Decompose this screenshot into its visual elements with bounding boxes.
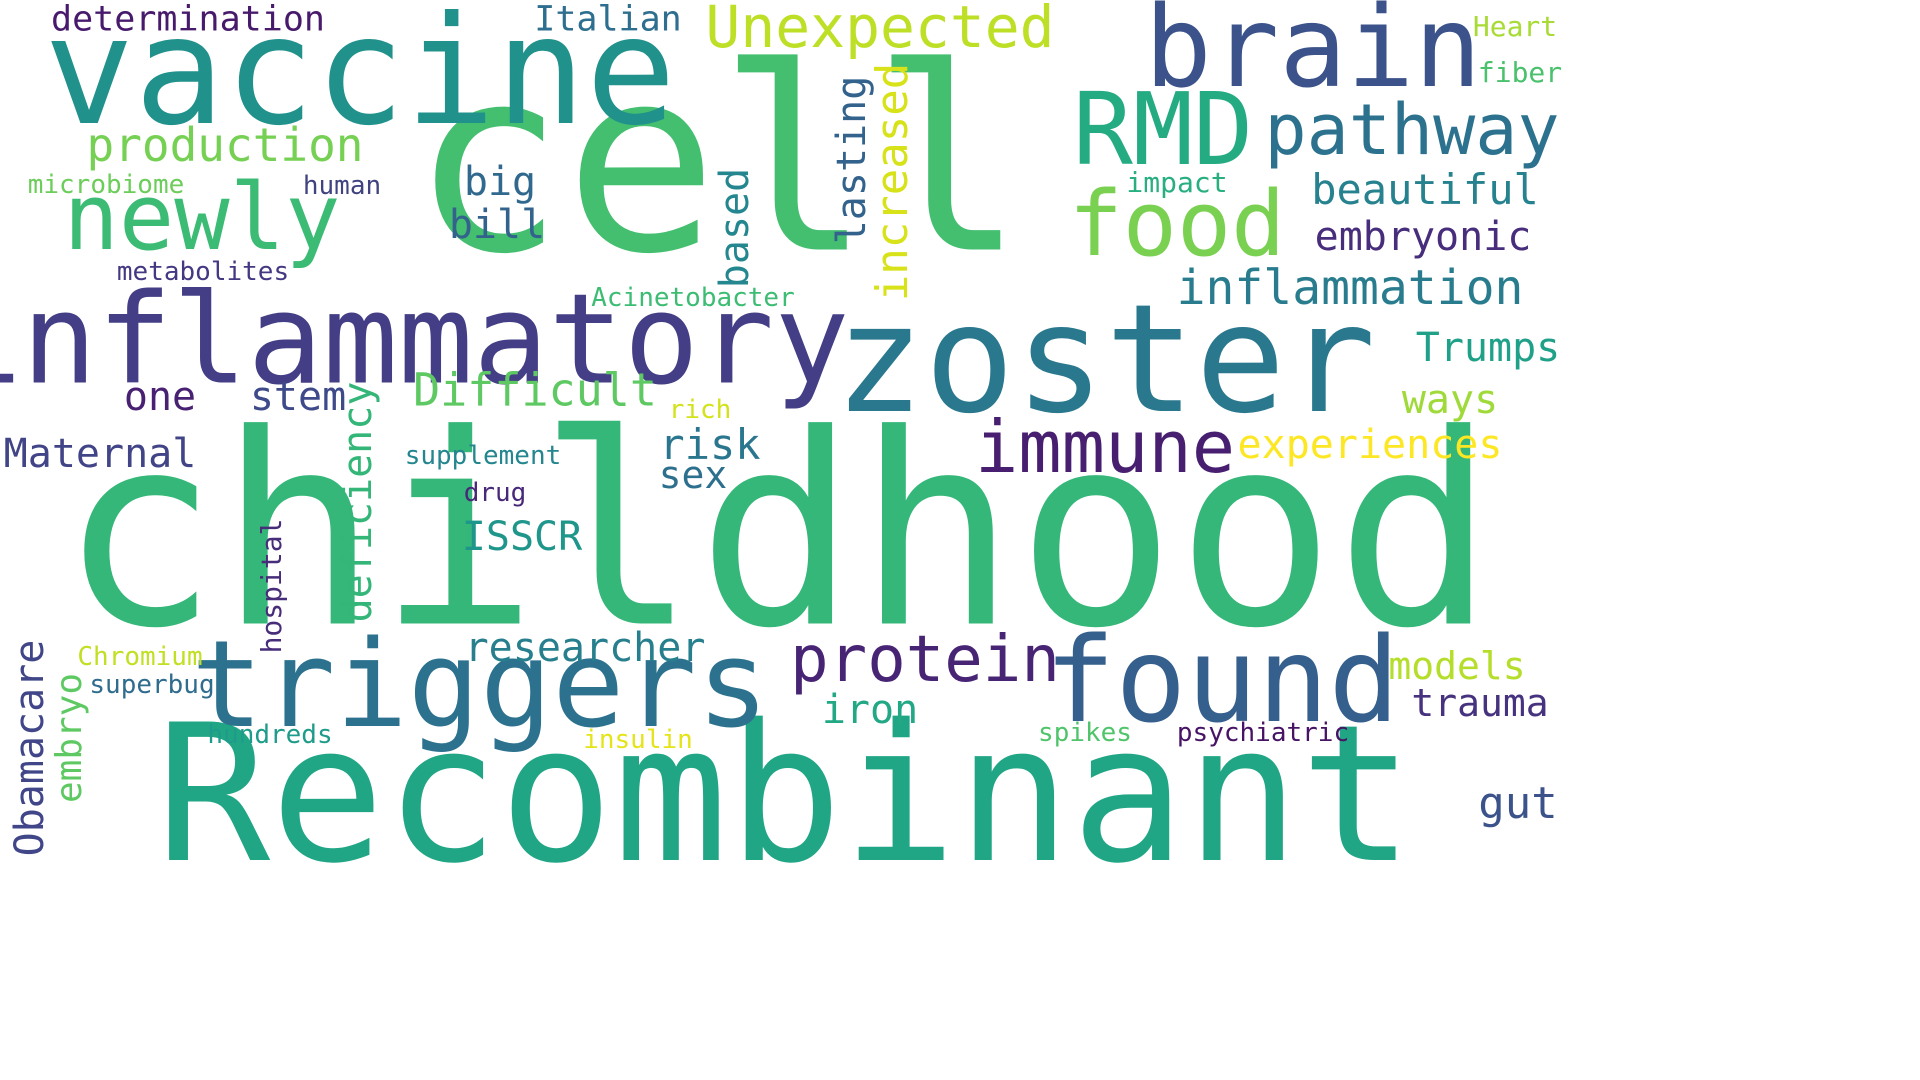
word-embryonic: embryonic: [1314, 214, 1532, 260]
word-psychiatric: psychiatric: [1176, 718, 1350, 748]
word-beautiful: beautiful: [1311, 165, 1539, 214]
word-italian: Italian: [534, 0, 682, 40]
word-found: found: [1044, 611, 1400, 749]
word-microbiome: microbiome: [27, 170, 185, 200]
word-unexpected: Unexpected: [705, 0, 1055, 61]
word-inflammatory: inflammatory: [0, 267, 850, 413]
word-maternal: Maternal: [3, 431, 197, 477]
word-zoster: zoster: [834, 273, 1376, 447]
word-embryo: embryo: [49, 672, 90, 804]
word-gut: gut: [1478, 778, 1558, 829]
word-supplement: supplement: [404, 441, 562, 471]
word-one: one: [123, 374, 197, 420]
word-superbug: superbug: [89, 670, 215, 700]
word-triggers: triggers: [191, 616, 769, 755]
word-acinetobacter: Acinetobacter: [591, 283, 795, 313]
word-difficult: Difficult: [413, 363, 657, 417]
word-trumps: Trumps: [1415, 325, 1561, 371]
word-hospital: hospital: [255, 518, 288, 654]
word-heart: Heart: [1472, 10, 1558, 43]
word-metabolites: metabolites: [116, 257, 290, 287]
word-impact: impact: [1126, 166, 1228, 199]
word-immune: immune: [974, 405, 1236, 489]
word-trauma: trauma: [1411, 681, 1549, 725]
word-sex: sex: [658, 453, 728, 497]
word-newly: newly: [63, 164, 341, 271]
word-stem: stem: [249, 374, 347, 420]
word-risk: risk: [659, 420, 761, 469]
word-spikes: spikes: [1038, 718, 1132, 748]
word-recombinant: Recombinant: [155, 684, 1415, 881]
word-big: big: [463, 159, 537, 205]
word-cloud: childhood cell Recombinant zoster vaccin…: [0, 0, 1563, 881]
word-determination: determination: [51, 0, 325, 40]
word-inflammation: inflammation: [1176, 260, 1524, 316]
word-researcher: researcher: [464, 625, 706, 671]
word-based: based: [712, 167, 758, 289]
word-rmd: RMD: [1072, 71, 1254, 188]
word-rich: rich: [668, 395, 732, 425]
word-drug: drug: [463, 478, 527, 508]
word-food: food: [1068, 172, 1286, 277]
word-fiber: fiber: [1477, 56, 1563, 89]
word-iron: iron: [821, 687, 919, 733]
word-pathway: pathway: [1264, 89, 1560, 171]
word-childhood: childhood: [59, 378, 1495, 687]
word-obamacare: Obamacare: [7, 639, 53, 857]
word-isscr: ISSCR: [461, 514, 583, 560]
word-human: human: [302, 171, 382, 201]
word-production: production: [86, 118, 364, 172]
word-hundreds: hundreds: [207, 720, 333, 750]
word-insulin: insulin: [583, 725, 693, 755]
word-experiences: experiences: [1237, 422, 1503, 468]
word-lasting: lasting: [829, 75, 875, 245]
word-cell: cell: [410, 13, 1026, 311]
word-bill: bill: [448, 202, 546, 248]
word-chromium: Chromium: [77, 642, 203, 672]
word-vaccine: vaccine: [43, 0, 677, 159]
word-models: models: [1388, 644, 1526, 688]
word-protein: protein: [790, 623, 1060, 697]
word-ways: ways: [1401, 377, 1499, 423]
word-increased: increased: [867, 62, 918, 302]
word-deficiency: deficiency: [335, 381, 381, 623]
word-brain: brain: [1144, 0, 1482, 113]
